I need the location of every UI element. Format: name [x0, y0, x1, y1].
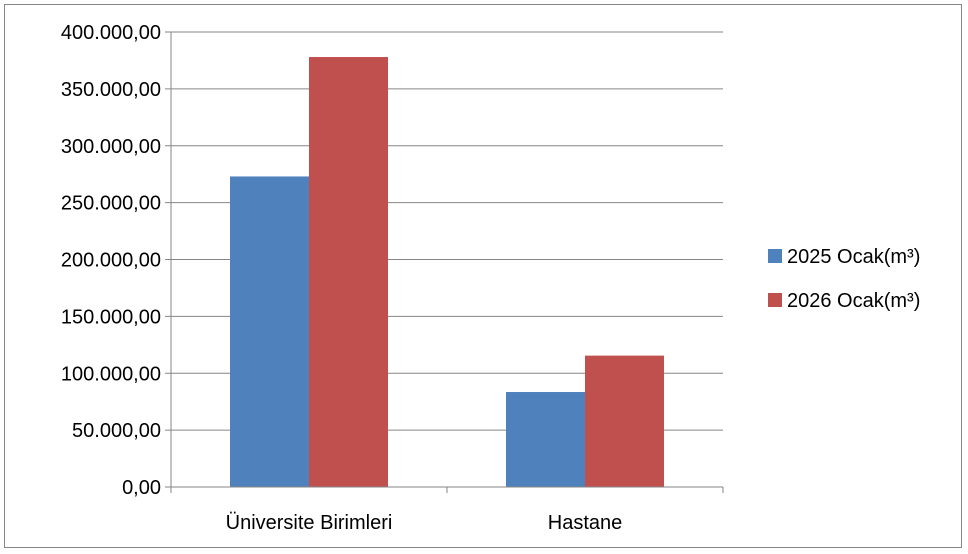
bar [309, 57, 388, 488]
chart-frame [4, 4, 962, 548]
x-category-labels: Üniversite Birimleri Hastane [226, 512, 623, 534]
legend-label: 2026 Ocak(m³) [787, 290, 920, 312]
legend-swatch [768, 249, 782, 263]
y-tick-label: 300.000,00 [61, 136, 161, 158]
y-tick-label: 350.000,00 [61, 79, 161, 101]
y-tick-label: 250.000,00 [61, 193, 161, 215]
bar [230, 176, 309, 487]
y-tick-label: 200.000,00 [61, 250, 161, 272]
y-tick-labels: 0,00 50.000,00 100.000,00 150.000,00 200.000… [61, 22, 161, 499]
y-tick-label: 400.000,00 [61, 22, 161, 44]
y-tick-label: 150.000,00 [61, 306, 161, 328]
bars [230, 57, 664, 488]
legend-label: 2025 Ocak(m³) [787, 246, 920, 268]
y-tick-label: 50.000,00 [72, 420, 161, 442]
legend-swatch [768, 293, 782, 307]
x-category-label: Üniversite Birimleri [226, 512, 393, 534]
legend: 2025 Ocak(m³) 2026 Ocak(m³) [768, 246, 920, 312]
bar [585, 355, 664, 487]
axes [170, 32, 723, 488]
y-tick-label: 100.000,00 [61, 363, 161, 385]
y-tick-label: 0,00 [122, 477, 161, 499]
x-category-label: Hastane [548, 512, 623, 534]
bar [506, 392, 585, 487]
